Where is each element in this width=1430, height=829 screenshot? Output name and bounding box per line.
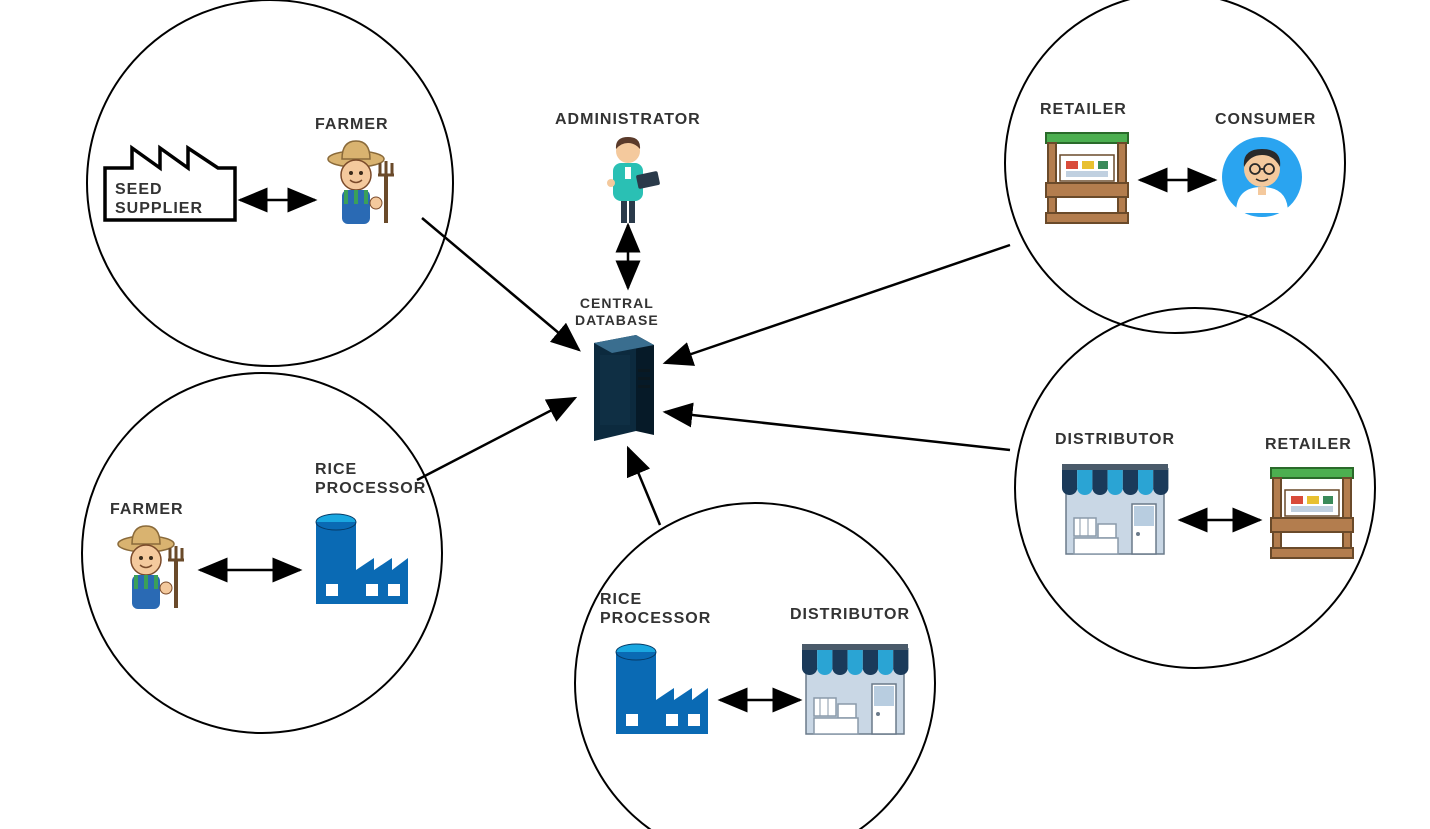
- entity-label: DISTRIBUTOR: [790, 605, 910, 624]
- central-database-label: CENTRAL DATABASE: [575, 295, 659, 329]
- factory-outline-icon: [100, 130, 240, 225]
- factory-blue-icon: [610, 640, 710, 740]
- entity-label: RETAILER: [1265, 435, 1352, 454]
- administrator-icon: [595, 135, 665, 225]
- stall-icon: [1265, 460, 1360, 560]
- store-icon: [1060, 460, 1170, 560]
- entity-label: RICE PROCESSOR: [315, 460, 426, 498]
- factory-blue-icon: [310, 510, 410, 610]
- entity-label: RICE PROCESSOR: [600, 590, 711, 628]
- consumer-icon: [1220, 135, 1305, 220]
- diagram-canvas: CENTRAL DATABASE ADMINISTRATOR SEED SUPP…: [0, 0, 1430, 829]
- entity-label: FARMER: [315, 115, 389, 134]
- entity-label: RETAILER: [1040, 100, 1127, 119]
- entity-label: FARMER: [110, 500, 184, 519]
- farmer-icon: [110, 520, 195, 615]
- entity-label: CONSUMER: [1215, 110, 1316, 129]
- administrator-label: ADMINISTRATOR: [555, 110, 701, 129]
- server-icon: [580, 335, 660, 445]
- stall-icon: [1040, 125, 1135, 225]
- entity-label: DISTRIBUTOR: [1055, 430, 1175, 449]
- farmer-icon: [320, 135, 405, 230]
- store-icon: [800, 640, 910, 740]
